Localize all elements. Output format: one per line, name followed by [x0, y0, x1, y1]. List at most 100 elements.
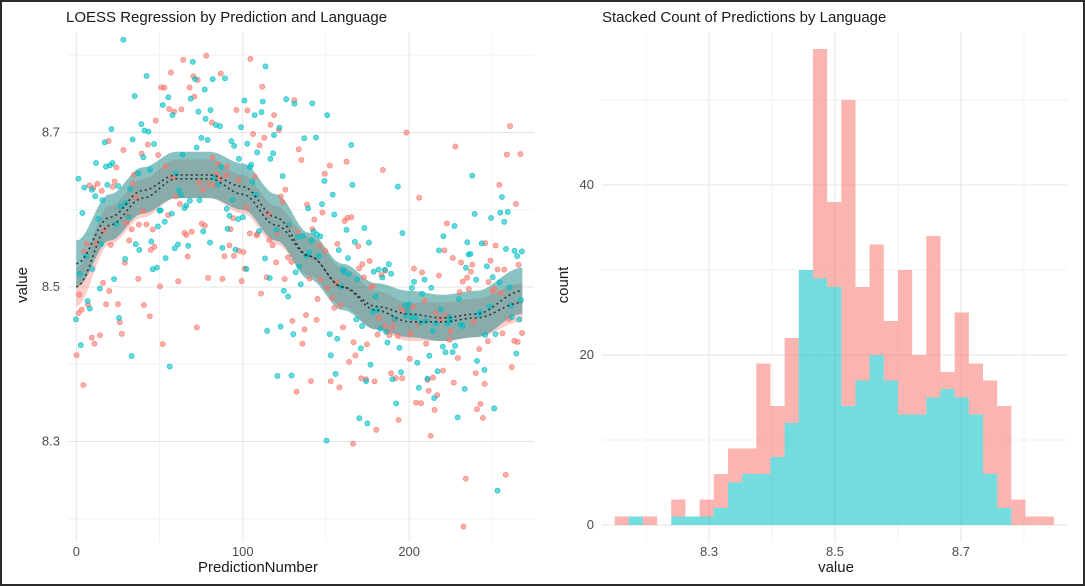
scatter-point — [384, 339, 391, 346]
scatter-point — [166, 106, 173, 112]
scatter-point — [474, 357, 480, 364]
scatter-point — [285, 254, 291, 261]
scatter-point — [467, 268, 474, 275]
scatter-point — [449, 349, 456, 356]
scatter-point — [494, 266, 501, 273]
scatter-point — [464, 239, 471, 246]
scatter-point — [183, 232, 190, 238]
scatter-point — [343, 158, 350, 165]
scatter-point — [75, 175, 82, 182]
scatter-point — [357, 345, 364, 352]
histogram-x-tick-label: 8.5 — [826, 544, 844, 559]
scatter-point — [359, 323, 365, 329]
scatter-point — [511, 247, 518, 254]
scatter-point — [77, 342, 84, 348]
scatter-point — [101, 227, 108, 234]
histogram-bar-segment — [784, 423, 799, 525]
scatter-point — [395, 333, 401, 339]
histogram-bar-segment — [742, 448, 757, 474]
scatter-point — [361, 274, 367, 281]
scatter-point — [485, 279, 492, 285]
scatter-point — [295, 146, 302, 153]
scatter-point — [291, 100, 298, 107]
scatter-point — [484, 263, 490, 270]
scatter-point — [513, 350, 520, 357]
scatter-point — [476, 346, 483, 353]
scatter-point — [508, 314, 515, 321]
histogram-bar-segment — [982, 474, 998, 525]
scatter-point — [100, 279, 106, 286]
scatter-point — [168, 210, 175, 217]
scatter-point — [358, 375, 365, 382]
scatter-point — [356, 265, 363, 272]
scatter-point — [373, 426, 380, 433]
scatter-point — [374, 331, 381, 338]
scatter-point — [467, 250, 474, 257]
scatter-point — [492, 331, 499, 338]
scatter-point — [393, 400, 400, 407]
scatter-point — [250, 131, 257, 137]
scatter-point — [243, 204, 250, 211]
scatter-point — [131, 93, 138, 99]
scatter-point — [411, 278, 417, 285]
histogram-y-axis-title: count — [555, 266, 572, 304]
scatter-point — [319, 201, 325, 208]
scatter-point — [116, 315, 122, 321]
scatter-point — [238, 278, 245, 284]
scatter-point — [209, 154, 216, 161]
scatter-point — [244, 107, 251, 114]
scatter-point — [205, 274, 212, 281]
scatter-point — [203, 52, 210, 59]
scatter-point — [399, 230, 406, 236]
scatter-point — [83, 240, 90, 247]
scatter-point — [504, 209, 511, 215]
scatter-point — [439, 343, 446, 350]
scatter-point — [306, 275, 313, 282]
scatter-point — [298, 157, 305, 163]
scatter-point — [472, 370, 479, 377]
scatter-point — [473, 276, 480, 283]
scatter-point — [313, 134, 319, 141]
scatter-point — [132, 241, 139, 248]
scatter-point — [327, 352, 334, 359]
scatter-point — [388, 370, 394, 377]
histogram-x-tick-label: 8.7 — [952, 544, 970, 559]
histogram-x-axis-title: value — [818, 559, 854, 576]
histogram-bar-segment — [940, 389, 955, 525]
histogram-bars — [614, 49, 1054, 525]
scatter-point — [186, 197, 193, 204]
scatter-point — [408, 284, 415, 291]
scatter-point — [372, 293, 379, 300]
scatter-point — [481, 380, 488, 387]
scatter-point — [458, 259, 464, 266]
scatter-point — [349, 181, 356, 188]
scatter-point — [81, 184, 88, 191]
scatter-point — [206, 181, 213, 188]
scatter-point — [93, 160, 99, 166]
scatter-point — [444, 220, 450, 227]
scatter-point — [489, 274, 496, 281]
scatter-point — [109, 183, 116, 190]
scatter-point — [127, 185, 134, 192]
scatter-point — [231, 143, 238, 149]
scatter-point — [518, 248, 525, 255]
scatter-point — [188, 228, 195, 235]
loess-confidence-band — [76, 151, 523, 342]
scatter-point — [285, 293, 291, 300]
scatter-point — [249, 179, 256, 185]
scatter-point — [290, 331, 297, 338]
scatter-point — [200, 186, 206, 193]
scatter-point — [419, 269, 425, 276]
scatter-point — [471, 211, 478, 217]
scatter-point — [369, 283, 376, 290]
scatter-point — [461, 385, 468, 392]
loess-panel: LOESS Regression by Prediction and Langu… — [14, 9, 534, 576]
scatter-point — [486, 303, 493, 310]
scatter-point — [80, 382, 87, 388]
scatter-point — [459, 322, 466, 329]
scatter-point — [481, 367, 488, 373]
scatter-point — [293, 388, 300, 395]
scatter-point — [148, 238, 155, 245]
scatter-point — [432, 320, 439, 327]
scatter-point — [262, 63, 269, 70]
